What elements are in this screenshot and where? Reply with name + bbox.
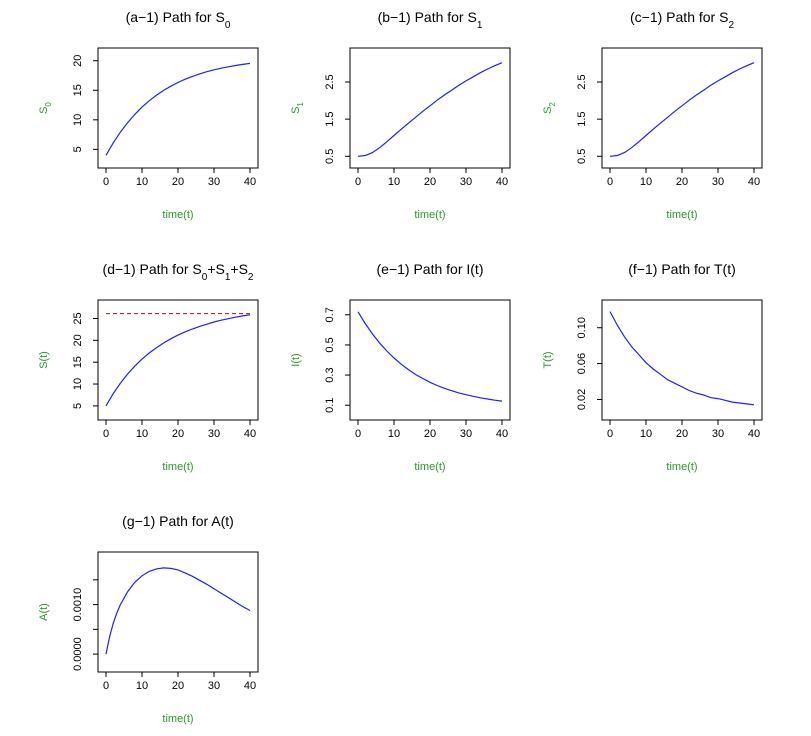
y-axis-label: S1 — [290, 102, 305, 114]
x-tick-label: 0 — [103, 680, 109, 692]
y-tick-label: 0.7 — [324, 307, 336, 322]
x-tick-label: 0 — [103, 428, 109, 440]
x-tick-label: 40 — [244, 680, 256, 692]
x-axis-label: time(t) — [162, 461, 193, 473]
y-tick-label: 0.3 — [324, 367, 336, 382]
x-tick-label: 10 — [136, 428, 148, 440]
x-tick-label: 0 — [607, 176, 613, 188]
y-tick-label: 0.02 — [576, 389, 588, 410]
x-tick-label: 20 — [172, 680, 184, 692]
y-tick-label: 1.5 — [576, 111, 588, 126]
x-tick-label: 30 — [460, 176, 472, 188]
x-tick-label: 10 — [388, 176, 400, 188]
y-axis-label: I(t) — [290, 353, 302, 366]
y-tick-label: 2.5 — [576, 74, 588, 89]
y-tick-label: 2.5 — [324, 74, 336, 89]
y-axis-label: A(t) — [38, 603, 50, 621]
y-tick-label: 0.1 — [324, 398, 336, 413]
y-tick-label: 0.0000 — [72, 637, 84, 671]
chart-title: (b−1) Path for S1 — [378, 9, 483, 31]
plot-frame — [601, 299, 763, 421]
series-line — [105, 567, 251, 655]
x-tick-label: 10 — [136, 680, 148, 692]
plot-frame — [349, 47, 511, 169]
x-tick-label: 40 — [244, 176, 256, 188]
y-axis-label: T(t) — [542, 351, 554, 368]
panel-g: (g−1) Path for A(t) 0 10 20 30 40 0.0000 0.0010… — [38, 513, 259, 725]
x-tick-label: 40 — [496, 176, 508, 188]
y-tick-label: 20 — [72, 55, 84, 67]
y-tick-label: 5 — [72, 403, 84, 409]
y-tick-label: 0.5 — [324, 337, 336, 352]
panel-a: (a−1) Path for S0 0 10 20 30 40 5 10 15 20 time(t)… — [38, 9, 259, 221]
y-tick-label: 0.0010 — [72, 588, 84, 622]
x-tick-label: 40 — [748, 428, 760, 440]
y-tick-label: 15 — [72, 84, 84, 96]
x-tick-label: 30 — [460, 428, 472, 440]
chart-title: (d−1) Path for S0+S1+S2 — [103, 261, 254, 283]
panel-e: (e−1) Path for I(t) 0 10 20 30 40 0.1 0.3 0.5 0.7… — [290, 261, 511, 473]
x-tick-label: 40 — [244, 428, 256, 440]
y-tick-label: 0.5 — [324, 149, 336, 164]
x-tick-label: 0 — [355, 428, 361, 440]
y-axis-label: S(t) — [38, 351, 50, 369]
y-tick-label: 5 — [72, 146, 84, 152]
x-tick-label: 0 — [103, 176, 109, 188]
x-tick-label: 20 — [676, 176, 688, 188]
panel-c: (c−1) Path for S2 0 10 20 30 40 0.5 1.5 2.5 time(… — [542, 9, 763, 221]
y-tick-label: 0.5 — [576, 149, 588, 164]
x-axis-label: time(t) — [414, 461, 445, 473]
x-axis-label: time(t) — [414, 209, 445, 221]
x-tick-label: 20 — [676, 428, 688, 440]
x-tick-label: 30 — [208, 176, 220, 188]
y-tick-label: 20 — [72, 334, 84, 346]
x-tick-label: 30 — [208, 680, 220, 692]
x-tick-label: 10 — [640, 176, 652, 188]
series-line — [609, 311, 755, 406]
x-axis-label: time(t) — [162, 713, 193, 725]
plot-frame — [349, 299, 511, 421]
series-line — [357, 311, 503, 402]
panel-f: (f−1) Path for T(t) 0 10 20 30 40 0.02 0.06 0.10… — [542, 261, 763, 473]
plot-frame — [601, 47, 763, 169]
y-tick-label: 0.10 — [576, 317, 588, 338]
x-tick-label: 20 — [424, 176, 436, 188]
x-tick-label: 10 — [136, 176, 148, 188]
x-tick-label: 0 — [607, 428, 613, 440]
x-tick-label: 40 — [748, 176, 760, 188]
x-tick-label: 10 — [388, 428, 400, 440]
chart-title: (g−1) Path for A(t) — [122, 513, 234, 529]
series-line — [609, 62, 755, 157]
x-tick-label: 20 — [172, 428, 184, 440]
chart-title: (c−1) Path for S2 — [630, 9, 734, 31]
x-tick-label: 20 — [424, 428, 436, 440]
x-tick-label: 30 — [712, 176, 724, 188]
x-tick-label: 30 — [208, 428, 220, 440]
x-axis-label: time(t) — [162, 209, 193, 221]
y-axis-label: S0 — [38, 102, 53, 114]
x-axis-label: time(t) — [666, 209, 697, 221]
y-tick-label: 10 — [72, 114, 84, 126]
y-tick-label: 15 — [72, 356, 84, 368]
x-tick-label: 0 — [355, 176, 361, 188]
y-axis-label: S2 — [542, 102, 557, 114]
chart-title: (e−1) Path for I(t) — [377, 261, 484, 277]
series-line — [105, 314, 251, 407]
series-line — [105, 62, 251, 156]
y-tick-label: 1.5 — [324, 111, 336, 126]
x-tick-label: 20 — [172, 176, 184, 188]
x-tick-label: 30 — [712, 428, 724, 440]
y-tick-label: 25 — [72, 312, 84, 324]
y-tick-label: 0.06 — [576, 353, 588, 374]
x-tick-label: 10 — [640, 428, 652, 440]
x-axis-label: time(t) — [666, 461, 697, 473]
panel-d: (d−1) Path for S0+S1+S2 0 10 20 30 40 5 10 15 20 2… — [38, 261, 259, 473]
panel-b: (b−1) Path for S1 0 10 20 30 40 0.5 1.5 2.5 time(… — [290, 9, 511, 221]
chart-title: (a−1) Path for S0 — [126, 9, 231, 31]
series-line — [357, 62, 503, 157]
y-tick-label: 10 — [72, 378, 84, 390]
chart-title: (f−1) Path for T(t) — [628, 261, 736, 277]
x-tick-label: 40 — [496, 428, 508, 440]
